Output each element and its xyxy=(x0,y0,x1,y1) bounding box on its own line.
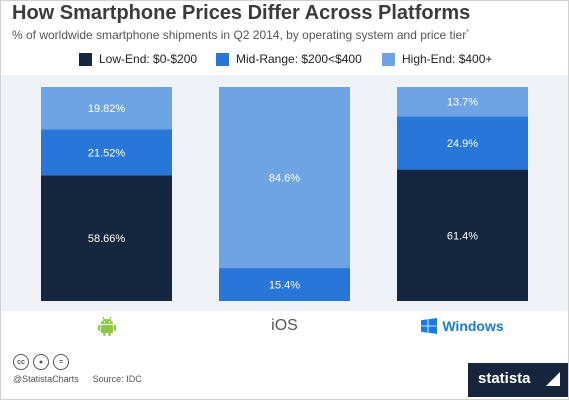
bar-segment-windows-low-end xyxy=(397,169,528,301)
legend-label-high-end: High-End: $400+ xyxy=(402,52,493,66)
cc-icon: cc xyxy=(13,354,29,370)
legend-swatch-low-end xyxy=(79,52,92,66)
statista-logo: statista xyxy=(468,363,568,397)
android-logo-icon xyxy=(41,311,172,341)
legend-item-high-end: High-End: $400+ xyxy=(382,52,492,66)
chart-title: How Smartphone Prices Differ Across Plat… xyxy=(12,2,471,24)
legend-item-low-end: Low-End: $0-$200 xyxy=(79,52,197,66)
platform-axis: iOS Windows xyxy=(1,311,568,341)
statista-mark-icon xyxy=(546,372,560,386)
data-label-windows-mid-range: 24.9% xyxy=(447,138,478,150)
legend-swatch-mid-range xyxy=(216,52,229,66)
ios-label: iOS xyxy=(271,317,298,334)
data-label-ios-high-end: 84.6% xyxy=(269,173,300,185)
subtitle-text: % of worldwide smartphone shipments in Q… xyxy=(12,28,467,42)
bar-segment-android-low-end xyxy=(41,175,172,301)
windows-logo-icon xyxy=(421,318,438,334)
no-derivatives-icon: = xyxy=(53,354,69,370)
stacked-bar-chart: 58.66% 21.52% 19.82% 15.4% 84.6% 61.4% 24.9% 13… xyxy=(41,87,528,301)
bar-segment-android-mid-range xyxy=(41,129,172,176)
data-label-android-high-end: 19.82% xyxy=(88,103,126,115)
source-note: Source: IDC xyxy=(92,374,142,384)
data-label-android-mid-range: 21.52% xyxy=(88,147,126,159)
data-label-windows-low-end: 61.4% xyxy=(447,230,478,242)
legend: Low-End: $0-$200 Mid-Range: $200<$400 Hi… xyxy=(1,52,568,72)
bar-segment-ios-mid-range xyxy=(219,268,350,301)
platform-label-windows: Windows xyxy=(397,311,528,341)
bar-segment-ios-high-end xyxy=(219,87,350,269)
statista-brand-text: statista xyxy=(478,370,531,387)
subtitle-note: * xyxy=(466,29,469,36)
bar-segment-windows-mid-range xyxy=(397,116,528,170)
data-label-windows-high-end: 13.7% xyxy=(447,97,478,109)
plot-area: 58.66% 21.52% 19.82% 15.4% 84.6% 61.4% 24.9% 13… xyxy=(1,75,568,311)
license-icons: cc ● = xyxy=(13,354,73,370)
windows-label: Windows xyxy=(442,318,504,334)
bar-segment-android-high-end xyxy=(41,87,172,130)
data-label-android-low-end: 58.66% xyxy=(88,233,126,245)
bar-segment-windows-high-end xyxy=(397,87,528,117)
legend-label-low-end: Low-End: $0-$200 xyxy=(99,52,198,66)
footer: cc ● = @StatistaCharts Source: IDC statis… xyxy=(1,341,568,399)
legend-item-mid-range: Mid-Range: $200<$400 xyxy=(216,52,362,66)
attribution-icon: ● xyxy=(33,354,49,370)
chart-subtitle: % of worldwide smartphone shipments in Q… xyxy=(12,28,469,42)
legend-swatch-high-end xyxy=(382,52,395,66)
twitter-handle: @StatistaCharts xyxy=(13,374,79,384)
platform-label-ios: iOS xyxy=(219,311,350,341)
credit-line: @StatistaCharts Source: IDC xyxy=(13,374,142,384)
legend-label-mid-range: Mid-Range: $200<$400 xyxy=(236,52,362,66)
data-label-ios-mid-range: 15.4% xyxy=(269,280,300,292)
